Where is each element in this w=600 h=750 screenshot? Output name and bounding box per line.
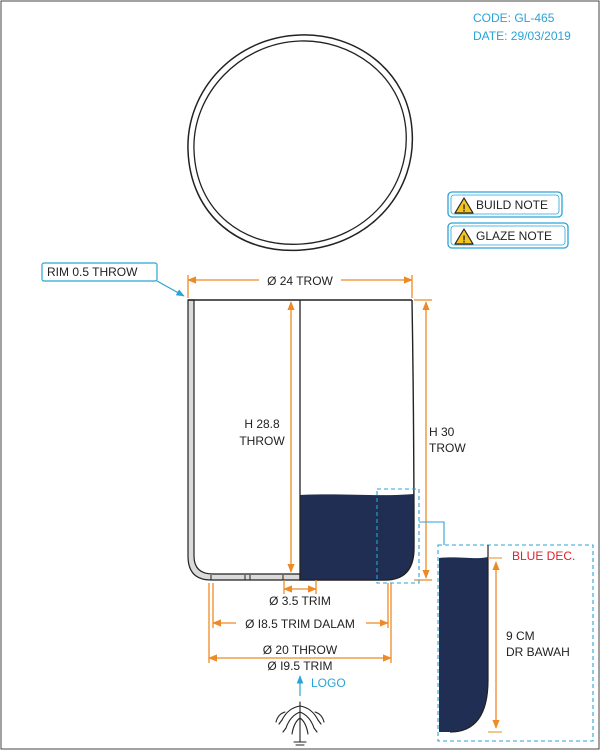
svg-text:!: !	[462, 204, 465, 215]
top-width-label: Ø 24 TROW	[267, 274, 333, 288]
rim-callout-label: RIM 0.5 THROW	[47, 265, 138, 279]
inner-trim-label: Ø I8.5 TRIM DALAM	[245, 617, 355, 631]
warning-icon: !	[454, 228, 474, 246]
warning-icon: !	[454, 197, 474, 215]
top-view	[187, 34, 414, 252]
build-note-button[interactable]: ! BUILD NOTE	[447, 191, 563, 218]
foot-hole-label: Ø 3.5 TRIM	[269, 594, 331, 608]
code-label: CODE: GL-465	[473, 11, 555, 25]
tree-logo	[275, 701, 325, 746]
outer-height-label-2: TROW	[429, 441, 466, 455]
base-trim-label: Ø I9.5 TRIM	[267, 659, 332, 673]
svg-text:!: !	[462, 235, 465, 246]
build-note-label: BUILD NOTE	[476, 198, 548, 212]
detail-callout	[376, 488, 445, 584]
outer-height-label-1: H 30	[429, 425, 455, 439]
blue-dec-label: BLUE DEC.	[512, 549, 575, 563]
glaze-note-label: GLAZE NOTE	[476, 229, 552, 243]
detail-height-label-2: DR BAWAH	[506, 645, 570, 659]
logo-label: LOGO	[311, 676, 346, 690]
blue-glaze-fill	[300, 494, 414, 580]
glaze-note-button[interactable]: ! GLAZE NOTE	[447, 222, 569, 249]
detail-view: BLUE DEC. 9 CM DR BAWAH	[437, 544, 594, 742]
base-throw-label: Ø 20 THROW	[263, 643, 338, 657]
side-section	[187, 299, 415, 581]
detail-height-label-1: 9 CM	[506, 629, 535, 643]
date-label: DATE: 29/03/2019	[473, 29, 571, 43]
rim-callout: RIM 0.5 THROW	[41, 262, 185, 297]
inner-height-label-1: H 28.8	[244, 417, 280, 431]
inner-height-label-2: THROW	[239, 434, 285, 448]
